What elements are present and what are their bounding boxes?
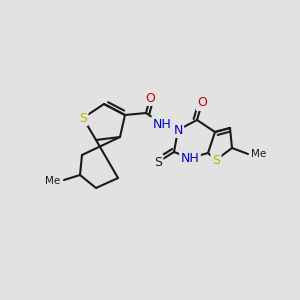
Text: O: O [197, 97, 207, 110]
Text: Me: Me [251, 149, 266, 159]
Text: S: S [212, 154, 220, 166]
Text: O: O [145, 92, 155, 104]
Text: S: S [154, 155, 162, 169]
Text: N: N [173, 124, 183, 136]
Text: NH: NH [153, 118, 171, 130]
Text: NH: NH [181, 152, 200, 164]
Text: Me: Me [45, 176, 60, 186]
Text: S: S [79, 112, 87, 124]
